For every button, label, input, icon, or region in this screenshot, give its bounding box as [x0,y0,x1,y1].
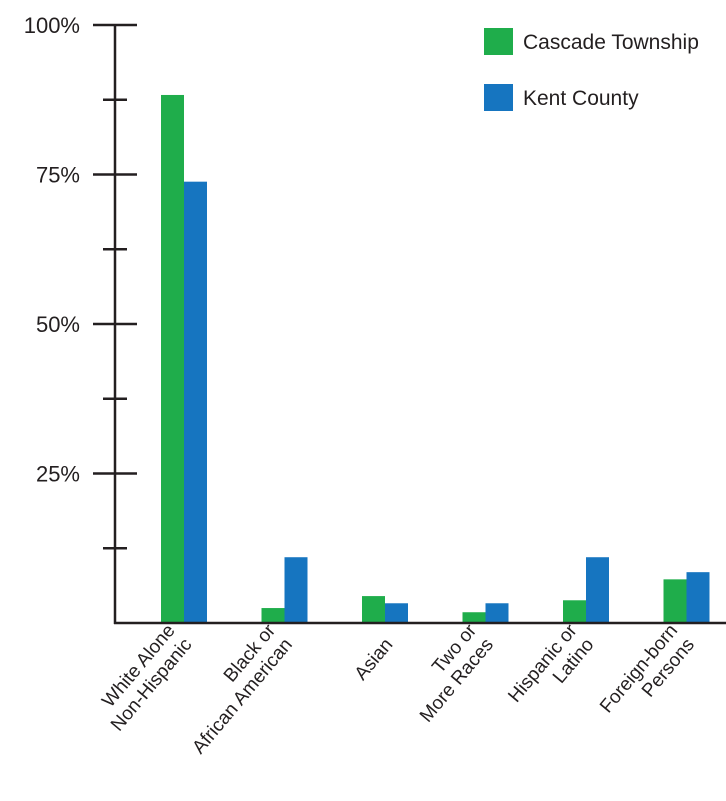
legend-swatch [484,84,513,111]
x-category-label-line: Asian [351,635,398,685]
bar-kent-county [686,572,710,623]
y-tick-label: 75% [36,163,80,188]
legend: Cascade Township Kent County [484,28,699,111]
x-category-label: Hispanic orLatino [504,620,598,721]
bar-kent-county [284,557,308,623]
bar-kent-county [184,181,207,623]
bar-kent-county [485,603,509,623]
y-tick-label: 25% [36,462,80,487]
y-tick-label: 50% [36,312,80,337]
bars [161,94,710,623]
legend-label: Kent County [523,87,639,110]
legend-swatch [484,28,513,55]
legend-label: Cascade Township [523,31,699,54]
bar-cascade-township [161,94,184,623]
bar-cascade-township [261,608,285,623]
y-axis: 25% 50% 75% 100% [24,13,137,624]
y-tick-label: 100% [24,13,80,38]
bar-cascade-township [362,596,385,623]
x-category-label: Black orAfrican American [172,620,298,758]
bar-cascade-township [563,600,586,623]
x-axis: White AloneNon-Hispanic Black orAfrican A… [90,620,726,758]
x-category-label: Foreign-bornPersons [596,620,699,731]
x-category-label: Two orMore Races [399,620,498,727]
bar-cascade-township [663,579,687,623]
bar-kent-county [586,557,609,623]
x-category-label: Asian [351,635,398,685]
bar-kent-county [385,603,408,623]
x-category-label: White AloneNon-Hispanic [90,620,196,735]
bar-cascade-township [462,612,486,623]
